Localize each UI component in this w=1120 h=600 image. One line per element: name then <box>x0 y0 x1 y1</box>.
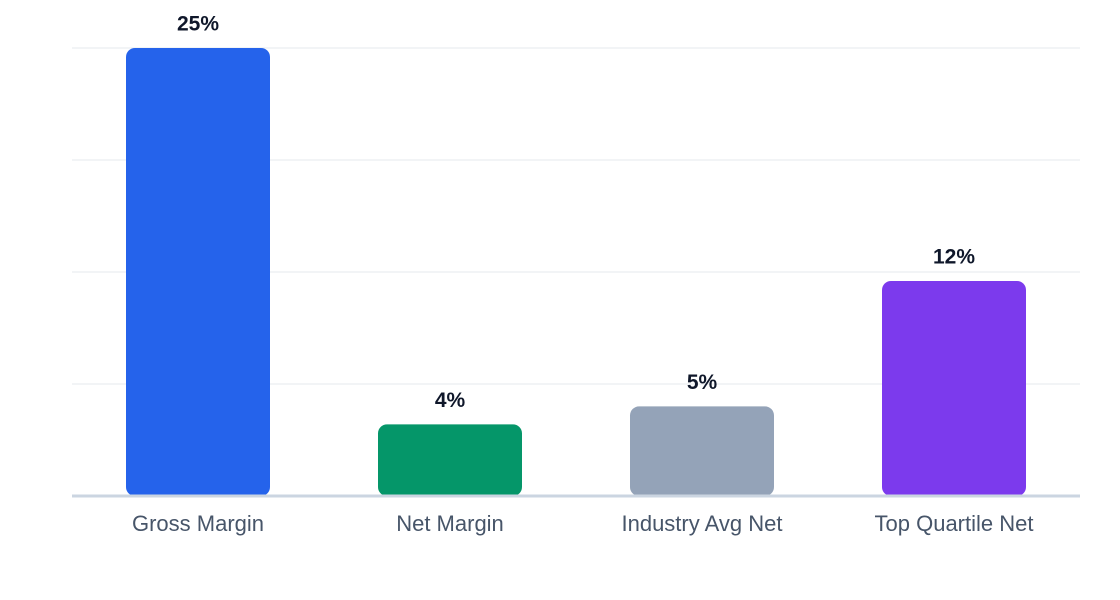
x-tick-label: Net Margin <box>396 511 504 536</box>
bar <box>378 424 522 496</box>
bar <box>126 48 270 496</box>
bar <box>882 280 1026 496</box>
bar <box>630 406 774 496</box>
x-tick-label: Top Quartile Net <box>875 511 1034 536</box>
value-label: 4% <box>435 389 466 412</box>
x-tick-label: Industry Avg Net <box>621 511 782 536</box>
x-tick-label: Gross Margin <box>132 511 264 536</box>
value-label: 25% <box>177 13 219 36</box>
value-label: 5% <box>687 371 718 394</box>
value-label: 12% <box>933 246 975 269</box>
